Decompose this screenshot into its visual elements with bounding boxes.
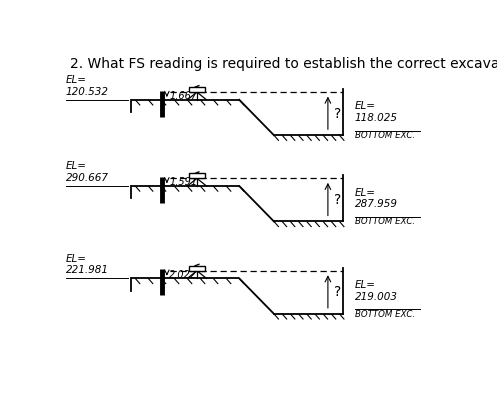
Text: EL=
118.025: EL= 118.025 bbox=[355, 101, 398, 123]
Text: 1.667: 1.667 bbox=[169, 91, 197, 101]
Bar bbox=[189, 87, 205, 92]
Text: ?: ? bbox=[333, 193, 341, 207]
Bar bbox=[189, 266, 205, 271]
Text: 2. What FS reading is required to establish the correct excavation depth?: 2. What FS reading is required to establ… bbox=[70, 57, 497, 71]
Text: ?: ? bbox=[333, 285, 341, 299]
Text: BOTTOM EXC.: BOTTOM EXC. bbox=[355, 131, 415, 140]
Bar bbox=[189, 174, 205, 178]
Text: EL=
219.003: EL= 219.003 bbox=[355, 280, 398, 302]
Text: 2.022: 2.022 bbox=[169, 270, 197, 280]
Text: 1.591: 1.591 bbox=[169, 177, 197, 187]
Text: EL=
221.981: EL= 221.981 bbox=[66, 254, 109, 275]
Text: ?: ? bbox=[333, 107, 341, 121]
Text: EL=
290.667: EL= 290.667 bbox=[66, 161, 109, 183]
Text: BOTTOM EXC.: BOTTOM EXC. bbox=[355, 218, 415, 226]
Text: EL=
287.959: EL= 287.959 bbox=[355, 188, 398, 209]
Text: EL=
120.532: EL= 120.532 bbox=[66, 75, 109, 97]
Text: BOTTOM EXC.: BOTTOM EXC. bbox=[355, 310, 415, 319]
